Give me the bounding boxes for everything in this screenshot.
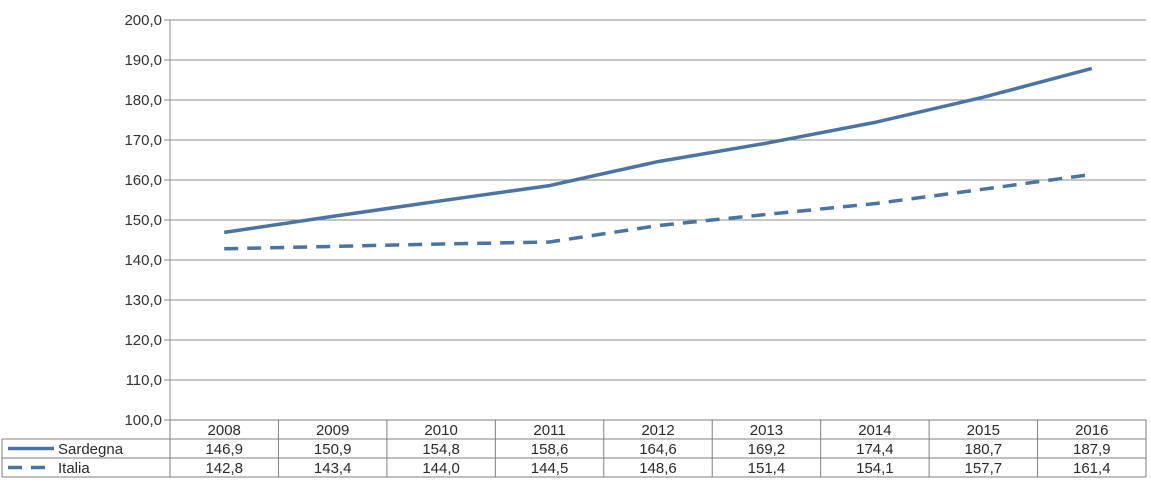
series-line-italia bbox=[224, 172, 1093, 251]
y-tick-label: 140,0 bbox=[124, 252, 162, 269]
data-label: 164,6 bbox=[639, 441, 677, 458]
data-label: 144,0 bbox=[422, 460, 460, 477]
y-tick-label: 160,0 bbox=[124, 172, 162, 189]
y-tick-label: 100,0 bbox=[124, 412, 162, 429]
legend-label-sardegna: Sardegna bbox=[58, 441, 124, 458]
y-tick-label: 190,0 bbox=[124, 52, 162, 69]
data-label: 146,9 bbox=[205, 441, 243, 458]
series-line-sardegna bbox=[223, 66, 1093, 235]
x-tick-label: 2015 bbox=[967, 422, 1000, 439]
x-tick-label: 2010 bbox=[424, 422, 457, 439]
data-label: 174,4 bbox=[856, 441, 894, 458]
data-label: 143,4 bbox=[314, 460, 352, 477]
y-tick-label: 170,0 bbox=[124, 132, 162, 149]
y-tick-label: 200,0 bbox=[124, 12, 162, 29]
data-label: 151,4 bbox=[748, 460, 786, 477]
y-tick-label: 150,0 bbox=[124, 212, 162, 229]
data-label: 158,6 bbox=[531, 441, 569, 458]
data-label: 150,9 bbox=[314, 441, 352, 458]
x-tick-label: 2012 bbox=[641, 422, 674, 439]
x-tick-label: 2013 bbox=[750, 422, 783, 439]
y-tick-label: 180,0 bbox=[124, 92, 162, 109]
y-tick-label: 120,0 bbox=[124, 332, 162, 349]
data-label: 154,1 bbox=[856, 460, 894, 477]
data-table: 2008 2009 2010 2011 2012 2013 2014 2015 2016 Sard… bbox=[1, 419, 1147, 478]
y-tick-label: 130,0 bbox=[124, 292, 162, 309]
data-label: 142,8 bbox=[205, 460, 243, 477]
x-tick-label: 2011 bbox=[533, 422, 565, 439]
data-label: 187,9 bbox=[1073, 441, 1111, 458]
legend-label-italia: Italia bbox=[58, 460, 90, 477]
data-label: 148,6 bbox=[639, 460, 677, 477]
data-label: 180,7 bbox=[965, 441, 1003, 458]
data-label: 161,4 bbox=[1073, 460, 1111, 477]
data-label: 169,2 bbox=[748, 441, 786, 458]
data-label: 157,7 bbox=[965, 460, 1003, 477]
x-tick-label: 2014 bbox=[858, 422, 891, 439]
y-tick-label: 110,0 bbox=[126, 372, 162, 389]
data-label: 154,8 bbox=[422, 441, 460, 458]
y-axis: 100,0 110,0 120,0 130,0 140,0 150,0 160,0 170,0… bbox=[124, 12, 171, 429]
series-lines bbox=[223, 66, 1093, 251]
grid-lines bbox=[170, 19, 1146, 421]
data-label: 144,5 bbox=[531, 460, 569, 477]
x-tick-label: 2016 bbox=[1075, 422, 1108, 439]
x-tick-label: 2008 bbox=[208, 422, 241, 439]
x-tick-label: 2009 bbox=[316, 422, 349, 439]
